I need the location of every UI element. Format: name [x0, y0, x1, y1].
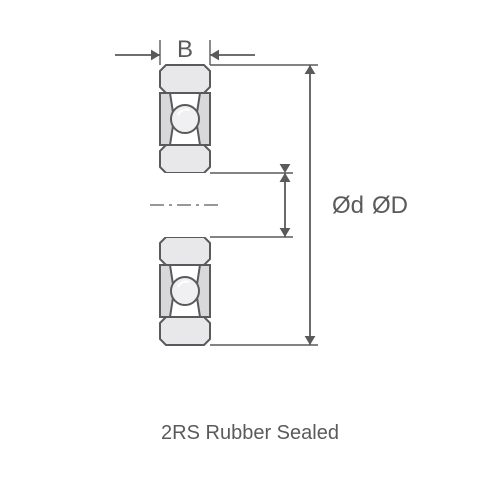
caption: 2RS Rubber Sealed	[161, 422, 339, 445]
svg-text:Ød: Ød	[332, 192, 364, 219]
svg-text:B: B	[177, 36, 193, 63]
svg-text:ØD: ØD	[372, 192, 408, 219]
